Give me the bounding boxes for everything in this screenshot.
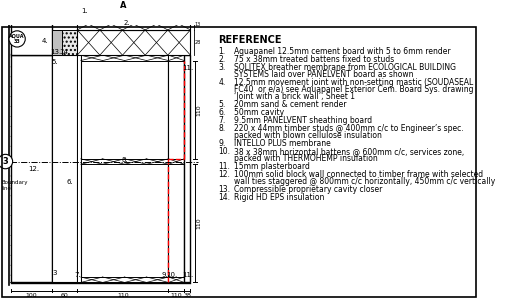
Text: 100mm solid block wall connected to timber frame with selected: 100mm solid block wall connected to timb… xyxy=(234,170,483,179)
Text: 6.: 6. xyxy=(218,108,225,117)
Text: 1.: 1. xyxy=(81,8,88,14)
Bar xyxy=(77,8,190,15)
Text: 75 x 38mm treated battens fixed to studs: 75 x 38mm treated battens fixed to studs xyxy=(234,55,395,64)
Text: 15mm plasterboard: 15mm plasterboard xyxy=(234,162,311,171)
Text: 10.: 10. xyxy=(218,147,230,156)
Text: Aquapanel 12.5mm cement board with 5 to 6mm render: Aquapanel 12.5mm cement board with 5 to … xyxy=(234,47,451,56)
Text: ‘Joint with a brick wall’, Sheet 1: ‘Joint with a brick wall’, Sheet 1 xyxy=(234,92,356,101)
Text: 100: 100 xyxy=(26,293,38,298)
Text: SYSTEMS laid over PANELVENT board as shown: SYSTEMS laid over PANELVENT board as sho… xyxy=(234,70,414,79)
Text: 8.: 8. xyxy=(121,157,128,163)
Text: Boundary
line: Boundary line xyxy=(2,181,28,191)
Bar xyxy=(52,30,62,55)
Text: 13: 13 xyxy=(195,22,201,27)
Bar xyxy=(11,55,52,282)
Text: wall ties staggered @ 800mm c/c horizontally, 450mm c/c vertically: wall ties staggered @ 800mm c/c horizont… xyxy=(234,177,496,186)
Circle shape xyxy=(116,0,130,13)
Text: 10.: 10. xyxy=(166,272,178,278)
Text: 12.: 12. xyxy=(218,170,230,179)
Bar xyxy=(184,55,190,282)
Text: 2.: 2. xyxy=(218,55,225,64)
Text: 1.: 1. xyxy=(218,47,225,56)
Text: Rigid HD EPS insulation: Rigid HD EPS insulation xyxy=(234,193,325,202)
Text: 60: 60 xyxy=(61,293,68,298)
Text: 9.: 9. xyxy=(218,139,225,148)
Text: 12.: 12. xyxy=(28,166,39,172)
Text: 110: 110 xyxy=(197,218,202,229)
Text: 38 x 38mm horizontal battens @ 600mm c/c, services zone,: 38 x 38mm horizontal battens @ 600mm c/c… xyxy=(234,147,465,156)
Bar xyxy=(169,55,184,282)
Text: A: A xyxy=(120,1,126,10)
Bar xyxy=(81,159,169,164)
Text: 2.: 2. xyxy=(123,20,130,26)
Text: 13.: 13. xyxy=(50,48,61,55)
Bar xyxy=(169,277,184,282)
Text: 110: 110 xyxy=(171,293,182,298)
Text: FC40  or e/a) see Aquapanel Exterior Cem. Board Sys. drawing: FC40 or e/a) see Aquapanel Exterior Cem.… xyxy=(234,85,474,94)
Text: 9.5mm PANELVENT sheathing board: 9.5mm PANELVENT sheathing board xyxy=(234,116,373,125)
Bar xyxy=(81,55,169,61)
Text: 3.: 3. xyxy=(218,63,225,72)
Text: 50mm cavity: 50mm cavity xyxy=(234,108,285,117)
Bar xyxy=(77,18,190,30)
Text: 14.: 14. xyxy=(218,193,230,202)
Text: 7.: 7. xyxy=(218,116,225,125)
Circle shape xyxy=(0,154,13,169)
Text: 4.: 4. xyxy=(218,78,225,87)
Text: 13.: 13. xyxy=(218,185,230,194)
Text: 5.: 5. xyxy=(218,100,225,109)
Bar xyxy=(169,159,184,164)
Text: packed with THERMOHEMP insulation: packed with THERMOHEMP insulation xyxy=(234,154,378,163)
Text: 4.: 4. xyxy=(42,38,48,44)
Text: SOLITEX breather membrane from ECOLOGICAL BUILDING: SOLITEX breather membrane from ECOLOGICA… xyxy=(234,63,456,72)
Text: REFERENCE: REFERENCE xyxy=(218,35,282,45)
Text: AQUA
33: AQUA 33 xyxy=(10,34,25,44)
Text: 220 x 44mm timber studs @ 400mm c/c to Engineer’s spec.: 220 x 44mm timber studs @ 400mm c/c to E… xyxy=(234,124,464,133)
Text: 38: 38 xyxy=(183,293,191,298)
Text: Compressible proprietary cavity closer: Compressible proprietary cavity closer xyxy=(234,185,383,194)
Circle shape xyxy=(9,31,25,47)
Text: 3: 3 xyxy=(53,270,57,276)
Text: 14.: 14. xyxy=(59,48,70,55)
Text: 8.: 8. xyxy=(218,124,225,133)
Bar xyxy=(81,277,169,282)
Text: 28: 28 xyxy=(195,40,201,45)
Text: 3: 3 xyxy=(3,157,8,166)
Text: packed with blown cellulose insulation: packed with blown cellulose insulation xyxy=(234,131,382,140)
Text: 11.: 11. xyxy=(182,272,193,278)
Bar xyxy=(77,30,190,55)
Text: 11.: 11. xyxy=(218,162,230,171)
Bar xyxy=(52,55,77,282)
Text: 20mm sand & cement render: 20mm sand & cement render xyxy=(234,100,347,109)
Text: 110: 110 xyxy=(117,293,129,298)
Bar xyxy=(81,55,169,282)
Bar xyxy=(62,30,77,55)
Text: 7.: 7. xyxy=(75,272,82,278)
Bar xyxy=(77,15,190,18)
Text: 12.5mm movement joint with non-setting mastic (SOUDASEAL: 12.5mm movement joint with non-setting m… xyxy=(234,78,474,87)
Bar xyxy=(11,6,52,55)
Text: INTELLO PLUS membrane: INTELLO PLUS membrane xyxy=(234,139,331,148)
Bar xyxy=(77,55,81,282)
Text: 6.: 6. xyxy=(67,179,73,185)
Text: 9.: 9. xyxy=(162,272,168,278)
Text: 5.: 5. xyxy=(52,59,58,65)
Text: 11.: 11. xyxy=(182,65,193,71)
Bar xyxy=(169,55,184,61)
Text: 110: 110 xyxy=(197,104,202,115)
